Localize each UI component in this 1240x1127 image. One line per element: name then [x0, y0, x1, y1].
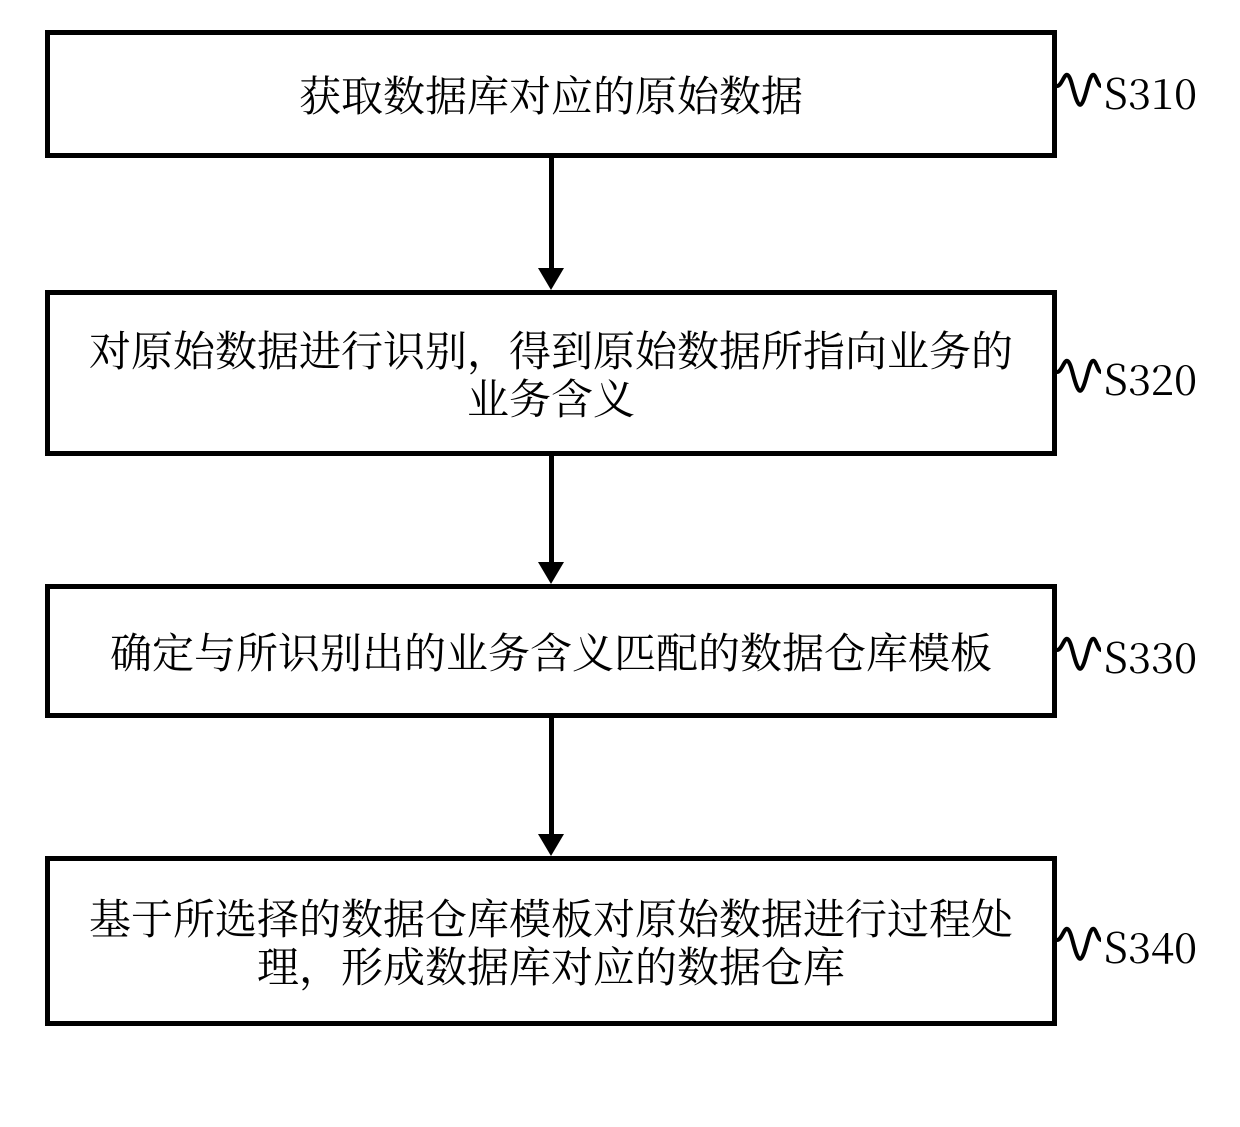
lead-line-s320	[1057, 344, 1101, 400]
edge-s310-s320	[549, 158, 554, 270]
edge-head-s330-s340	[538, 834, 564, 856]
flow-node-s320: 对原始数据进行识别，得到原始数据所指向业务的 业务含义	[45, 290, 1057, 456]
flow-node-s330: 确定与所识别出的业务含义匹配的数据仓库模板	[45, 584, 1057, 718]
edge-head-s320-s330	[538, 562, 564, 584]
lead-line-s310	[1057, 58, 1101, 114]
edge-s330-s340	[549, 718, 554, 836]
flow-node-s310: 获取数据库对应的原始数据	[45, 30, 1057, 158]
step-label-s330: S330	[1104, 626, 1197, 686]
step-label-s340: S340	[1104, 916, 1197, 976]
step-label-s310: S310	[1104, 62, 1197, 122]
lead-line-s330	[1057, 622, 1101, 678]
flow-node-text: 对原始数据进行识别，得到原始数据所指向业务的 业务含义	[89, 325, 1013, 422]
step-label-s320: S320	[1104, 348, 1197, 408]
flow-node-text: 获取数据库对应的原始数据	[299, 70, 803, 118]
flow-node-text: 确定与所识别出的业务含义匹配的数据仓库模板	[110, 627, 992, 675]
flowchart-canvas: { "canvas": { "width": 1240, "height": 1…	[0, 0, 1240, 1127]
flow-node-text: 基于所选择的数据仓库模板对原始数据进行过程处 理，形成数据库对应的数据仓库	[89, 893, 1013, 990]
edge-s320-s330	[549, 456, 554, 564]
flow-node-s340: 基于所选择的数据仓库模板对原始数据进行过程处 理，形成数据库对应的数据仓库	[45, 856, 1057, 1026]
edge-head-s310-s320	[538, 268, 564, 290]
lead-line-s340	[1057, 912, 1101, 968]
